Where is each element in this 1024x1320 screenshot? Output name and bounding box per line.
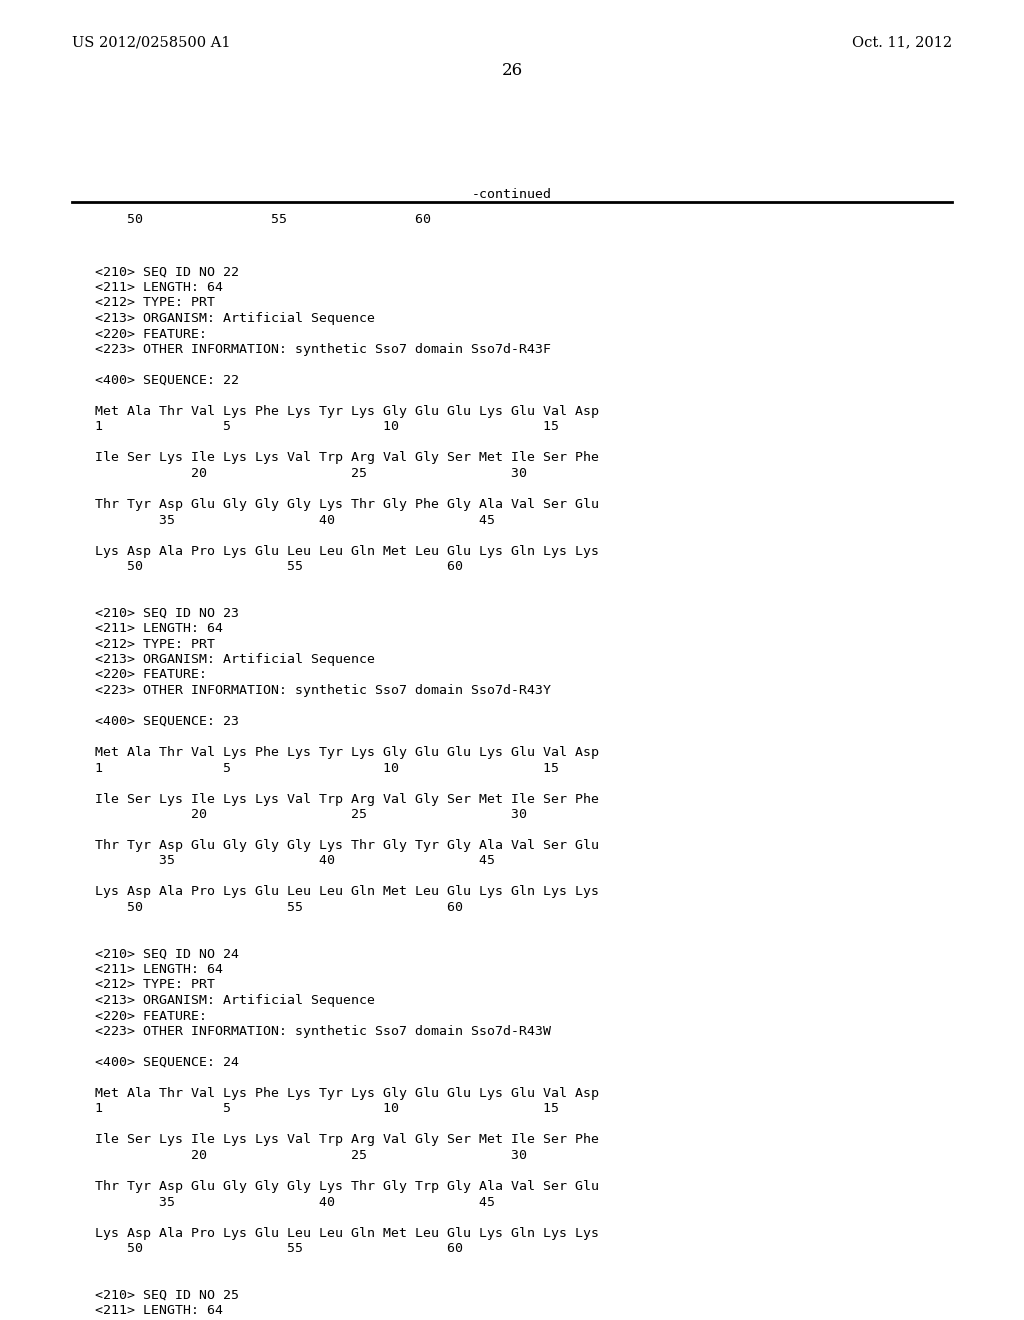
- Text: <213> ORGANISM: Artificial Sequence: <213> ORGANISM: Artificial Sequence: [95, 653, 375, 667]
- Text: <223> OTHER INFORMATION: synthetic Sso7 domain Sso7d-R43F: <223> OTHER INFORMATION: synthetic Sso7 …: [95, 343, 551, 356]
- Text: 1               5                   10                  15: 1 5 10 15: [95, 421, 559, 433]
- Text: Met Ala Thr Val Lys Phe Lys Tyr Lys Gly Glu Glu Lys Glu Val Asp: Met Ala Thr Val Lys Phe Lys Tyr Lys Gly …: [95, 746, 599, 759]
- Text: Lys Asp Ala Pro Lys Glu Leu Leu Gln Met Leu Glu Lys Gln Lys Lys: Lys Asp Ala Pro Lys Glu Leu Leu Gln Met …: [95, 886, 599, 899]
- Text: Lys Asp Ala Pro Lys Glu Leu Leu Gln Met Leu Glu Lys Gln Lys Lys: Lys Asp Ala Pro Lys Glu Leu Leu Gln Met …: [95, 1226, 599, 1239]
- Text: Oct. 11, 2012: Oct. 11, 2012: [852, 36, 952, 49]
- Text: Thr Tyr Asp Glu Gly Gly Gly Lys Thr Gly Tyr Gly Ala Val Ser Glu: Thr Tyr Asp Glu Gly Gly Gly Lys Thr Gly …: [95, 840, 599, 851]
- Text: <210> SEQ ID NO 24: <210> SEQ ID NO 24: [95, 948, 239, 961]
- Text: 50                  55                  60: 50 55 60: [95, 560, 463, 573]
- Text: Lys Asp Ala Pro Lys Glu Leu Leu Gln Met Leu Glu Lys Gln Lys Lys: Lys Asp Ala Pro Lys Glu Leu Leu Gln Met …: [95, 544, 599, 557]
- Text: <212> TYPE: PRT: <212> TYPE: PRT: [95, 638, 215, 651]
- Text: 1               5                   10                  15: 1 5 10 15: [95, 1102, 559, 1115]
- Text: <212> TYPE: PRT: <212> TYPE: PRT: [95, 297, 215, 309]
- Text: <211> LENGTH: 64: <211> LENGTH: 64: [95, 964, 223, 975]
- Text: <220> FEATURE:: <220> FEATURE:: [95, 1010, 207, 1023]
- Text: 20                  25                  30: 20 25 30: [95, 1148, 527, 1162]
- Text: 1               5                   10                  15: 1 5 10 15: [95, 762, 559, 775]
- Text: <220> FEATURE:: <220> FEATURE:: [95, 327, 207, 341]
- Text: 35                  40                  45: 35 40 45: [95, 854, 495, 867]
- Text: 20                  25                  30: 20 25 30: [95, 808, 527, 821]
- Text: US 2012/0258500 A1: US 2012/0258500 A1: [72, 36, 230, 49]
- Text: <400> SEQUENCE: 24: <400> SEQUENCE: 24: [95, 1056, 239, 1069]
- Text: 50                  55                  60: 50 55 60: [95, 1242, 463, 1255]
- Text: <211> LENGTH: 64: <211> LENGTH: 64: [95, 281, 223, 294]
- Text: <212> TYPE: PRT: <212> TYPE: PRT: [95, 978, 215, 991]
- Text: <213> ORGANISM: Artificial Sequence: <213> ORGANISM: Artificial Sequence: [95, 994, 375, 1007]
- Text: <223> OTHER INFORMATION: synthetic Sso7 domain Sso7d-R43W: <223> OTHER INFORMATION: synthetic Sso7 …: [95, 1026, 551, 1038]
- Text: Thr Tyr Asp Glu Gly Gly Gly Lys Thr Gly Phe Gly Ala Val Ser Glu: Thr Tyr Asp Glu Gly Gly Gly Lys Thr Gly …: [95, 498, 599, 511]
- Text: 50                55                60: 50 55 60: [95, 213, 431, 226]
- Text: Ile Ser Lys Ile Lys Lys Val Trp Arg Val Gly Ser Met Ile Ser Phe: Ile Ser Lys Ile Lys Lys Val Trp Arg Val …: [95, 451, 599, 465]
- Text: <400> SEQUENCE: 22: <400> SEQUENCE: 22: [95, 374, 239, 387]
- Text: <211> LENGTH: 64: <211> LENGTH: 64: [95, 622, 223, 635]
- Text: 20                  25                  30: 20 25 30: [95, 467, 527, 480]
- Text: Met Ala Thr Val Lys Phe Lys Tyr Lys Gly Glu Glu Lys Glu Val Asp: Met Ala Thr Val Lys Phe Lys Tyr Lys Gly …: [95, 405, 599, 418]
- Text: Ile Ser Lys Ile Lys Lys Val Trp Arg Val Gly Ser Met Ile Ser Phe: Ile Ser Lys Ile Lys Lys Val Trp Arg Val …: [95, 792, 599, 805]
- Text: <211> LENGTH: 64: <211> LENGTH: 64: [95, 1304, 223, 1317]
- Text: <210> SEQ ID NO 22: <210> SEQ ID NO 22: [95, 265, 239, 279]
- Text: <210> SEQ ID NO 23: <210> SEQ ID NO 23: [95, 606, 239, 619]
- Text: Met Ala Thr Val Lys Phe Lys Tyr Lys Gly Glu Glu Lys Glu Val Asp: Met Ala Thr Val Lys Phe Lys Tyr Lys Gly …: [95, 1086, 599, 1100]
- Text: -continued: -continued: [472, 187, 552, 201]
- Text: <400> SEQUENCE: 23: <400> SEQUENCE: 23: [95, 715, 239, 729]
- Text: <210> SEQ ID NO 25: <210> SEQ ID NO 25: [95, 1288, 239, 1302]
- Text: <223> OTHER INFORMATION: synthetic Sso7 domain Sso7d-R43Y: <223> OTHER INFORMATION: synthetic Sso7 …: [95, 684, 551, 697]
- Text: 35                  40                  45: 35 40 45: [95, 513, 495, 527]
- Text: Ile Ser Lys Ile Lys Lys Val Trp Arg Val Gly Ser Met Ile Ser Phe: Ile Ser Lys Ile Lys Lys Val Trp Arg Val …: [95, 1134, 599, 1147]
- Text: 35                  40                  45: 35 40 45: [95, 1196, 495, 1209]
- Text: <213> ORGANISM: Artificial Sequence: <213> ORGANISM: Artificial Sequence: [95, 312, 375, 325]
- Text: <220> FEATURE:: <220> FEATURE:: [95, 668, 207, 681]
- Text: Thr Tyr Asp Glu Gly Gly Gly Lys Thr Gly Trp Gly Ala Val Ser Glu: Thr Tyr Asp Glu Gly Gly Gly Lys Thr Gly …: [95, 1180, 599, 1193]
- Text: 26: 26: [502, 62, 522, 79]
- Text: 50                  55                  60: 50 55 60: [95, 902, 463, 913]
